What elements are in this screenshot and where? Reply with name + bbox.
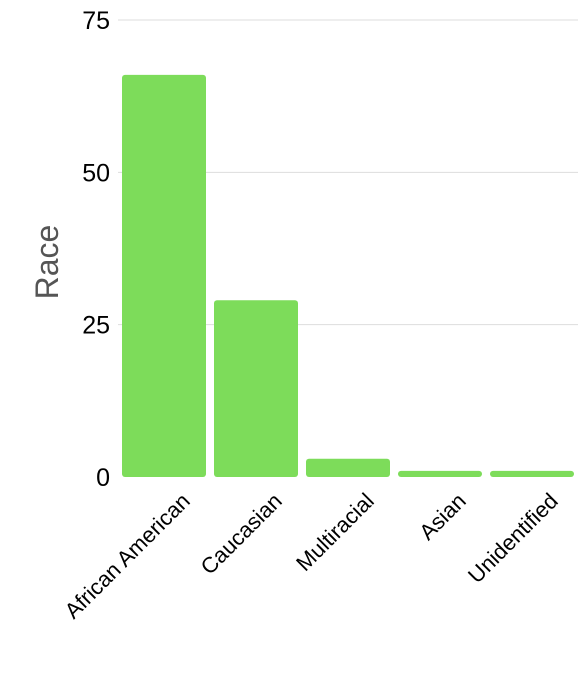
x-tick-label: Unidentified — [463, 488, 563, 588]
y-axis-title: Race — [29, 225, 65, 300]
y-tick-label: 75 — [82, 7, 110, 35]
bar-multiracial — [306, 458, 390, 477]
x-tick-label: Multiracial — [291, 488, 379, 576]
y-tick-label: 0 — [96, 464, 110, 492]
bar-asian — [398, 470, 482, 477]
bars — [122, 74, 574, 477]
x-tick-label: Caucasian — [196, 488, 287, 579]
y-tick-label: 50 — [82, 159, 110, 187]
bar-african-american — [122, 74, 206, 477]
x-tick-label: African American — [60, 488, 195, 623]
y-axis-ticks: 0 25 50 75 — [82, 7, 110, 492]
x-tick-label: Asian — [414, 488, 471, 545]
bar-caucasian — [214, 300, 298, 477]
x-axis-labels: African American Caucasian Multiracial Asia… — [60, 488, 563, 623]
y-tick-label: 25 — [82, 312, 110, 340]
bar-unidentified — [490, 470, 574, 477]
